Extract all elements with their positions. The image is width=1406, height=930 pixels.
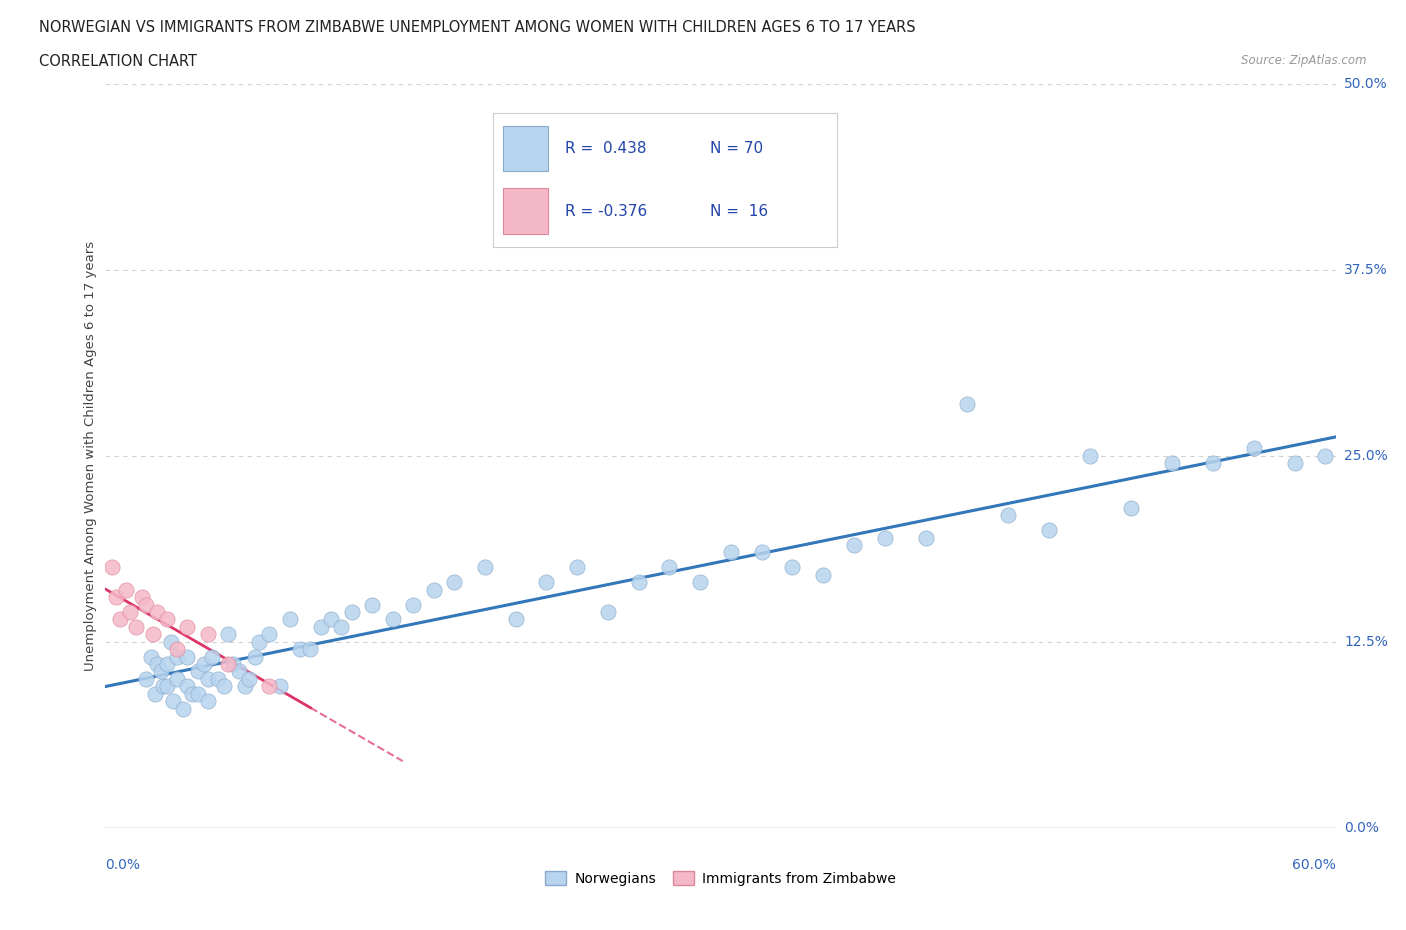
Point xyxy=(187,664,209,679)
Point xyxy=(221,657,243,671)
Point xyxy=(269,679,291,694)
Point xyxy=(166,642,188,657)
Point xyxy=(474,560,496,575)
Point xyxy=(1078,448,1101,463)
Point xyxy=(1315,448,1337,463)
Point xyxy=(720,545,742,560)
Point xyxy=(218,627,240,642)
Point xyxy=(197,627,219,642)
Text: CORRELATION CHART: CORRELATION CHART xyxy=(39,54,197,69)
Point xyxy=(149,664,172,679)
Point xyxy=(1119,500,1142,515)
Point xyxy=(422,582,444,597)
Point xyxy=(505,612,527,627)
Point xyxy=(233,679,256,694)
Text: 37.5%: 37.5% xyxy=(1344,262,1388,277)
Point xyxy=(309,619,332,634)
Point xyxy=(197,671,219,686)
Point xyxy=(160,634,183,649)
Point xyxy=(956,396,979,411)
Point xyxy=(104,590,127,604)
Text: 50.0%: 50.0% xyxy=(1344,76,1388,91)
Point xyxy=(172,701,194,716)
Point xyxy=(193,657,215,671)
Point xyxy=(176,649,198,664)
Point xyxy=(145,657,167,671)
Point xyxy=(361,597,384,612)
Point xyxy=(1284,456,1306,471)
Point xyxy=(751,545,773,560)
Point xyxy=(176,619,198,634)
Text: 25.0%: 25.0% xyxy=(1344,448,1388,463)
Point xyxy=(290,642,312,657)
Point xyxy=(156,657,179,671)
Text: 12.5%: 12.5% xyxy=(1344,634,1388,649)
Point xyxy=(689,575,711,590)
Point xyxy=(115,582,138,597)
Point xyxy=(402,597,425,612)
Text: NORWEGIAN VS IMMIGRANTS FROM ZIMBABWE UNEMPLOYMENT AMONG WOMEN WITH CHILDREN AGE: NORWEGIAN VS IMMIGRANTS FROM ZIMBABWE UN… xyxy=(39,20,915,35)
Point xyxy=(1202,456,1225,471)
Point xyxy=(180,686,202,701)
Point xyxy=(259,679,281,694)
Point xyxy=(811,567,834,582)
Y-axis label: Unemployment Among Women with Children Ages 6 to 17 years: Unemployment Among Women with Children A… xyxy=(84,241,97,671)
Point xyxy=(1243,441,1265,456)
Point xyxy=(120,604,141,619)
Point xyxy=(125,619,148,634)
Point xyxy=(1038,523,1060,538)
Point xyxy=(319,612,342,627)
Point xyxy=(201,649,224,664)
Point xyxy=(247,634,270,649)
Point xyxy=(842,538,865,552)
Point xyxy=(259,627,281,642)
Point xyxy=(218,657,240,671)
Point xyxy=(143,686,166,701)
Point xyxy=(156,679,179,694)
Point xyxy=(873,530,896,545)
Text: 0.0%: 0.0% xyxy=(105,858,141,872)
Text: 60.0%: 60.0% xyxy=(1292,858,1336,872)
Point xyxy=(166,671,188,686)
Text: 0.0%: 0.0% xyxy=(1344,820,1379,835)
Legend: Norwegians, Immigrants from Zimbabwe: Norwegians, Immigrants from Zimbabwe xyxy=(540,866,901,892)
Point xyxy=(139,649,162,664)
Point xyxy=(565,560,588,575)
Point xyxy=(142,627,165,642)
Point xyxy=(207,671,229,686)
Point xyxy=(536,575,558,590)
Point xyxy=(243,649,266,664)
Point xyxy=(162,694,184,709)
Point xyxy=(131,590,153,604)
Point xyxy=(914,530,936,545)
Point xyxy=(176,679,198,694)
Point xyxy=(197,694,219,709)
Point xyxy=(299,642,322,657)
Point xyxy=(214,679,236,694)
Point xyxy=(596,604,619,619)
Point xyxy=(156,612,179,627)
Point xyxy=(278,612,301,627)
Point xyxy=(238,671,260,686)
Point xyxy=(152,679,174,694)
Point xyxy=(782,560,804,575)
Point xyxy=(627,575,650,590)
Point xyxy=(1160,456,1182,471)
Point xyxy=(166,649,188,664)
Point xyxy=(997,508,1019,523)
Point xyxy=(340,604,363,619)
Point xyxy=(100,560,122,575)
Text: Source: ZipAtlas.com: Source: ZipAtlas.com xyxy=(1241,54,1367,67)
Point xyxy=(381,612,404,627)
Point xyxy=(135,597,157,612)
Point xyxy=(228,664,250,679)
Point xyxy=(658,560,681,575)
Point xyxy=(135,671,157,686)
Point xyxy=(108,612,131,627)
Point xyxy=(443,575,465,590)
Point xyxy=(187,686,209,701)
Point xyxy=(330,619,353,634)
Point xyxy=(145,604,167,619)
